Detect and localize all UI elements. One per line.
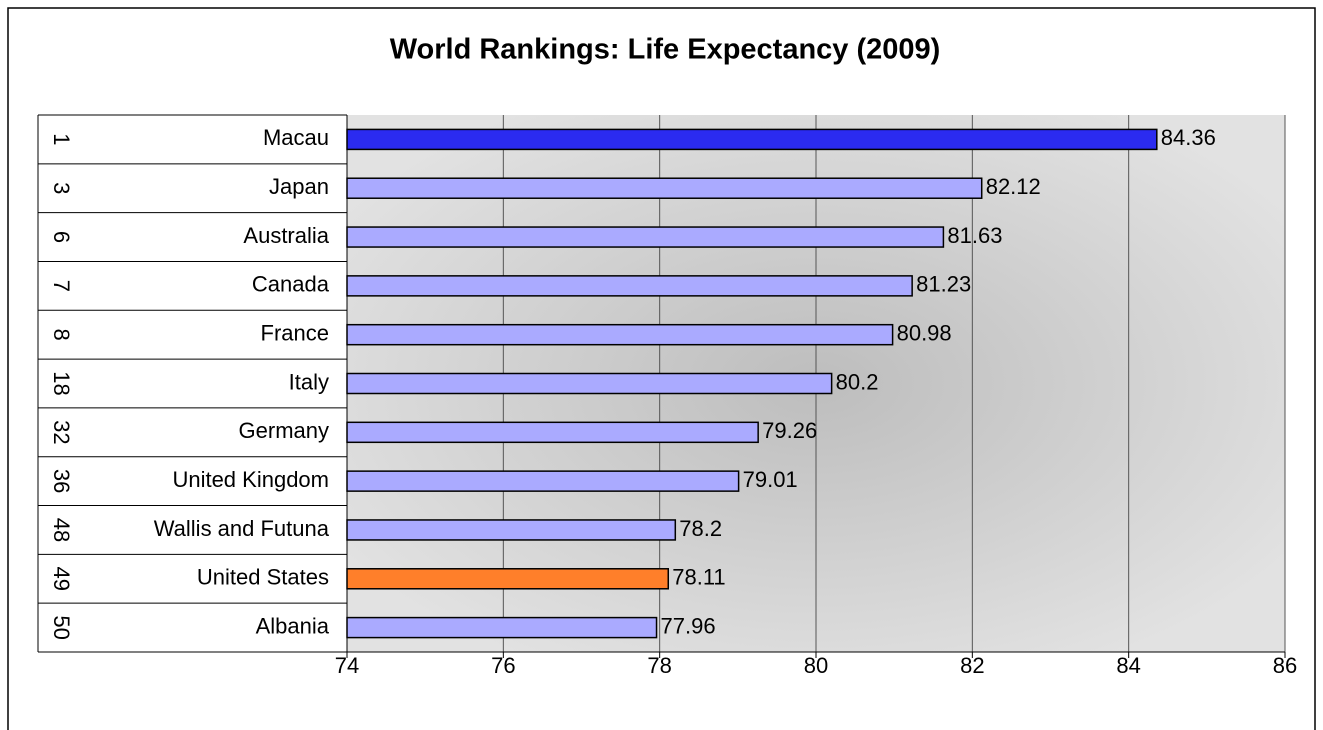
data-label: 78.2: [679, 516, 722, 541]
data-label: 81.63: [947, 223, 1002, 248]
bar: [346, 568, 670, 590]
y-tick-label: United Kingdom: [172, 467, 329, 492]
bar: [346, 128, 1158, 151]
rank-label: 7: [49, 280, 74, 292]
rank-label: 6: [49, 231, 74, 243]
bar: [346, 519, 677, 541]
y-tick-label: France: [261, 320, 329, 345]
bar: [346, 421, 759, 444]
data-label: 84.36: [1161, 125, 1216, 150]
chart-frame: [7, 7, 1316, 730]
data-label: 79.26: [762, 418, 817, 443]
rank-label: 18: [49, 371, 74, 395]
bar: [346, 275, 913, 297]
data-label: 80.2: [836, 369, 879, 394]
data-label: 81.23: [916, 272, 971, 297]
y-tick-label: Macau: [263, 125, 329, 150]
y-tick-label: Canada: [252, 272, 330, 297]
bar: [346, 226, 945, 248]
rank-label: 50: [49, 615, 74, 639]
data-label: 80.98: [897, 320, 952, 345]
rank-label: 1: [49, 133, 74, 145]
x-tick-label: 76: [491, 653, 515, 678]
x-tick-label: 84: [1116, 653, 1140, 678]
bar: [346, 177, 983, 199]
x-tick-label: 74: [335, 653, 359, 678]
y-tick-label: United States: [197, 565, 329, 590]
rank-label: 32: [49, 420, 74, 444]
y-tick-label: Japan: [269, 174, 329, 199]
x-tick-label: 78: [647, 653, 671, 678]
y-tick-label: Australia: [243, 223, 329, 248]
data-label: 77.96: [661, 613, 716, 638]
y-tick-label: Italy: [289, 369, 329, 394]
y-tick-label: Wallis and Futuna: [154, 516, 330, 541]
x-tick-label: 82: [960, 653, 984, 678]
x-tick-label: 80: [804, 653, 828, 678]
rank-label: 36: [49, 469, 74, 493]
bar: [346, 323, 894, 346]
rank-label: 48: [49, 518, 74, 542]
x-tick-label: 86: [1273, 653, 1297, 678]
data-label: 78.11: [672, 565, 725, 590]
rank-label: 8: [49, 329, 74, 341]
y-tick-label: Germany: [239, 418, 329, 443]
chart-title: World Rankings: Life Expectancy (2009): [390, 34, 941, 66]
bar: [346, 372, 833, 395]
rank-label: 49: [49, 567, 74, 591]
bar: [346, 616, 658, 639]
data-label: 79.01: [743, 467, 798, 492]
data-label: 82.12: [986, 174, 1041, 199]
bar: [346, 470, 740, 492]
rank-label: 3: [49, 182, 74, 194]
y-tick-label: Albania: [256, 613, 330, 638]
